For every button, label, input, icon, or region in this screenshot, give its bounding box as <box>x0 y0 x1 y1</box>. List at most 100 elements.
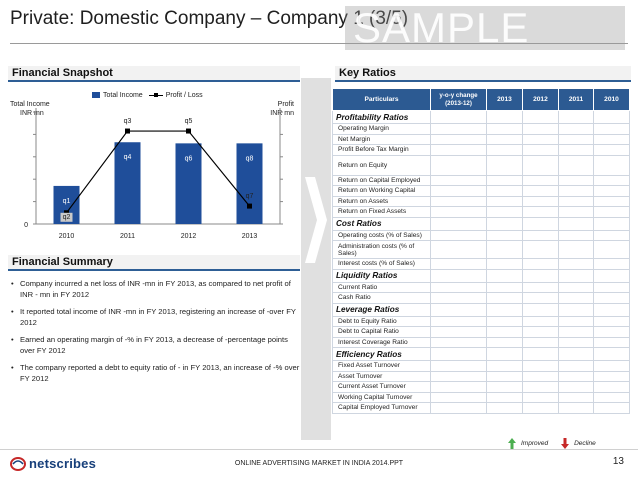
ratio-value-cell <box>593 281 630 293</box>
ratio-value-cell <box>486 281 523 293</box>
col-header-2012: 2012 <box>521 88 559 111</box>
table-row: Return on Working Capital <box>332 185 630 197</box>
ratio-value-cell <box>557 302 595 317</box>
ratio-value-cell <box>486 381 523 393</box>
legend-total-income: Total Income <box>92 92 143 99</box>
ratio-value-cell <box>430 292 487 304</box>
ratio-label: Return on Capital Employed <box>332 174 431 186</box>
ratio-value-cell <box>557 391 595 403</box>
category-row: Cost Ratios <box>332 216 630 231</box>
ratio-value-cell <box>557 123 595 135</box>
ratio-value-cell <box>593 326 630 338</box>
ratio-value-cell <box>557 381 595 393</box>
ratio-value-cell <box>557 195 595 207</box>
table-row: Return on Fixed Assets <box>332 206 630 218</box>
ratio-value-cell <box>430 123 487 135</box>
ratio-category-label: Efficiency Ratios <box>332 347 431 361</box>
ratio-label: Return on Assets <box>332 195 431 207</box>
ratio-value-cell <box>557 174 595 186</box>
ratio-value-cell <box>430 133 487 145</box>
ratio-value-cell <box>486 391 523 403</box>
footer-title: ONLINE ADVERTISING MARKET IN INDIA 2014.… <box>234 460 404 467</box>
ratio-value-cell <box>486 133 523 145</box>
ratio-label: Operating Margin <box>332 123 431 135</box>
col-header-yoy: y-o-y change (2013-12) <box>430 88 487 111</box>
sample-watermark: SAMPLE <box>345 6 625 50</box>
key-ratios-body: Profitability Ratios Operating Margin Net … <box>332 110 630 414</box>
ratio-value-cell <box>557 326 595 338</box>
ratio-value-cell <box>593 402 630 414</box>
ratio-value-cell <box>521 206 559 218</box>
ratio-label: Debt to Capital Ratio <box>332 326 431 338</box>
ratio-value-cell <box>486 154 523 176</box>
ratio-value-cell <box>430 315 487 327</box>
ratio-label: Capital Employed Turnover <box>332 402 431 414</box>
chart-canvas: 0 q1 2010 q4 2011 q6 2012 q8 2013 q2 q3 q5 q7 <box>24 108 283 240</box>
ratio-value-cell <box>430 302 487 317</box>
y-left-label: Total Income INR mn <box>10 100 50 118</box>
ratio-value-cell <box>486 258 523 270</box>
bar-data-label: q4 <box>124 154 132 161</box>
x-tick-label: 2010 <box>59 233 75 240</box>
ratio-value-cell <box>593 360 630 372</box>
ratio-value-cell <box>521 381 559 393</box>
col-header-2011: 2011 <box>557 88 595 111</box>
ratio-value-cell <box>486 347 523 361</box>
table-row: Return on Equity <box>332 154 630 176</box>
bar-data-label: q8 <box>246 155 254 162</box>
table-row: Cash Ratio <box>332 292 630 304</box>
table-row: Return on Capital Employed <box>332 174 630 186</box>
ratio-value-cell <box>430 360 487 372</box>
table-row: Return on Assets <box>332 195 630 207</box>
ratio-value-cell <box>593 206 630 218</box>
table-row: Current Asset Turnover <box>332 381 630 393</box>
ratio-value-cell <box>593 292 630 304</box>
ratio-value-cell <box>486 185 523 197</box>
ratio-value-cell <box>486 123 523 135</box>
ratio-value-cell <box>557 315 595 327</box>
ratio-value-cell <box>430 381 487 393</box>
ratio-value-cell <box>521 268 559 283</box>
ratio-value-cell <box>521 336 559 348</box>
ratio-value-cell <box>593 240 630 259</box>
ratio-value-cell <box>593 216 630 231</box>
line-swatch-icon <box>148 92 163 97</box>
ratio-value-cell <box>430 144 487 156</box>
y-right-label: Profit INR mn <box>270 100 294 118</box>
table-row: Profit Before Tax Margin <box>332 144 630 156</box>
ratio-label: Current Asset Turnover <box>332 381 431 393</box>
summary-bullet: It reported total income of INR -mn in F… <box>10 306 300 328</box>
ratio-value-cell <box>521 195 559 207</box>
ratio-value-cell <box>557 229 595 241</box>
table-row: Interest costs (% of Sales) <box>332 258 630 270</box>
category-row: Liquidity Ratios <box>332 268 630 283</box>
ratio-category-label: Liquidity Ratios <box>332 268 431 283</box>
ratio-value-cell <box>486 229 523 241</box>
ratio-value-cell <box>430 258 487 270</box>
legend-total-income-label: Total Income <box>103 92 143 99</box>
ratio-value-cell <box>521 110 559 124</box>
summary-bullet: The company reported a debt to equity ra… <box>10 362 300 384</box>
ratio-value-cell <box>430 206 487 218</box>
ratio-category-label: Leverage Ratios <box>332 302 431 317</box>
ratio-value-cell <box>557 144 595 156</box>
arrow-up-icon <box>508 438 516 449</box>
bar-total-income <box>236 143 263 224</box>
ratio-label: Return on Working Capital <box>332 185 431 197</box>
ratio-label: Return on Fixed Assets <box>332 206 431 218</box>
legend-profit-loss-label: Profit / Loss <box>165 92 203 99</box>
chevron-right-icon <box>305 177 327 263</box>
ratio-value-cell <box>430 110 487 124</box>
ratio-value-cell <box>430 281 487 293</box>
line-data-label: q7 <box>246 193 254 200</box>
ratio-value-cell <box>593 185 630 197</box>
ratio-value-cell <box>430 336 487 348</box>
ratio-value-cell <box>486 216 523 231</box>
ratio-value-cell <box>521 229 559 241</box>
y-zero-label: 0 <box>24 222 28 229</box>
ratio-value-cell <box>557 133 595 145</box>
ratio-value-cell <box>593 370 630 382</box>
ratio-value-cell <box>593 123 630 135</box>
ratio-value-cell <box>430 229 487 241</box>
